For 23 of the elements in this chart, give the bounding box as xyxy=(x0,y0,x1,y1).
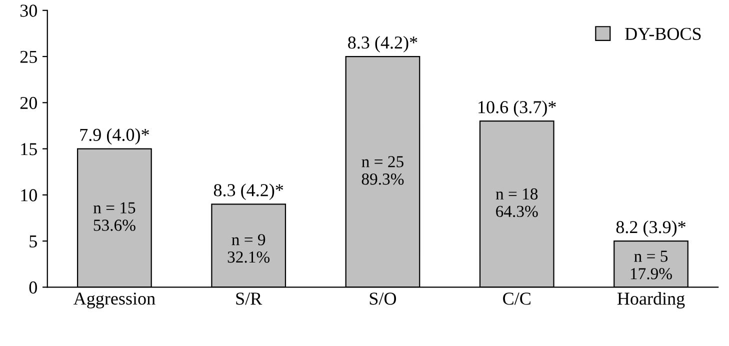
x-tick-label: Hoarding xyxy=(617,292,685,308)
x-tick-label: Aggression xyxy=(74,292,156,308)
annotation: n = 5 17.9% xyxy=(630,250,672,280)
annotation: 8.2 (3.9)* xyxy=(616,220,686,237)
y-tick-label: 0 xyxy=(29,281,37,294)
x-tick-label: S/O xyxy=(370,292,396,305)
annotation: n = 9 32.1% xyxy=(228,234,270,263)
annotation: n = 25 89.3% xyxy=(362,156,404,185)
x-tick-label: S/R xyxy=(236,292,262,305)
annotation: 7.9 (4.0)* xyxy=(80,128,149,145)
y-tick-label: 5 xyxy=(30,235,37,248)
y-tick-label: 20 xyxy=(20,96,37,110)
annotation: 8.3 (4.2)* xyxy=(214,184,284,200)
y-tick-label: 30 xyxy=(20,4,37,17)
y-tick-label: 25 xyxy=(20,50,37,63)
legend-label: DY-BOCS xyxy=(625,28,701,40)
annotation: n = 15 53.6% xyxy=(93,202,136,231)
annotation: 10.6 (3.7)* xyxy=(478,100,556,117)
annotation: n = 18 64.3% xyxy=(496,188,538,218)
y-tick-label: 15 xyxy=(21,143,37,156)
x-tick-label: C/C xyxy=(503,292,530,305)
y-tick-label: 10 xyxy=(21,189,37,202)
annotation: 8.3 (4.2)* xyxy=(348,36,418,52)
